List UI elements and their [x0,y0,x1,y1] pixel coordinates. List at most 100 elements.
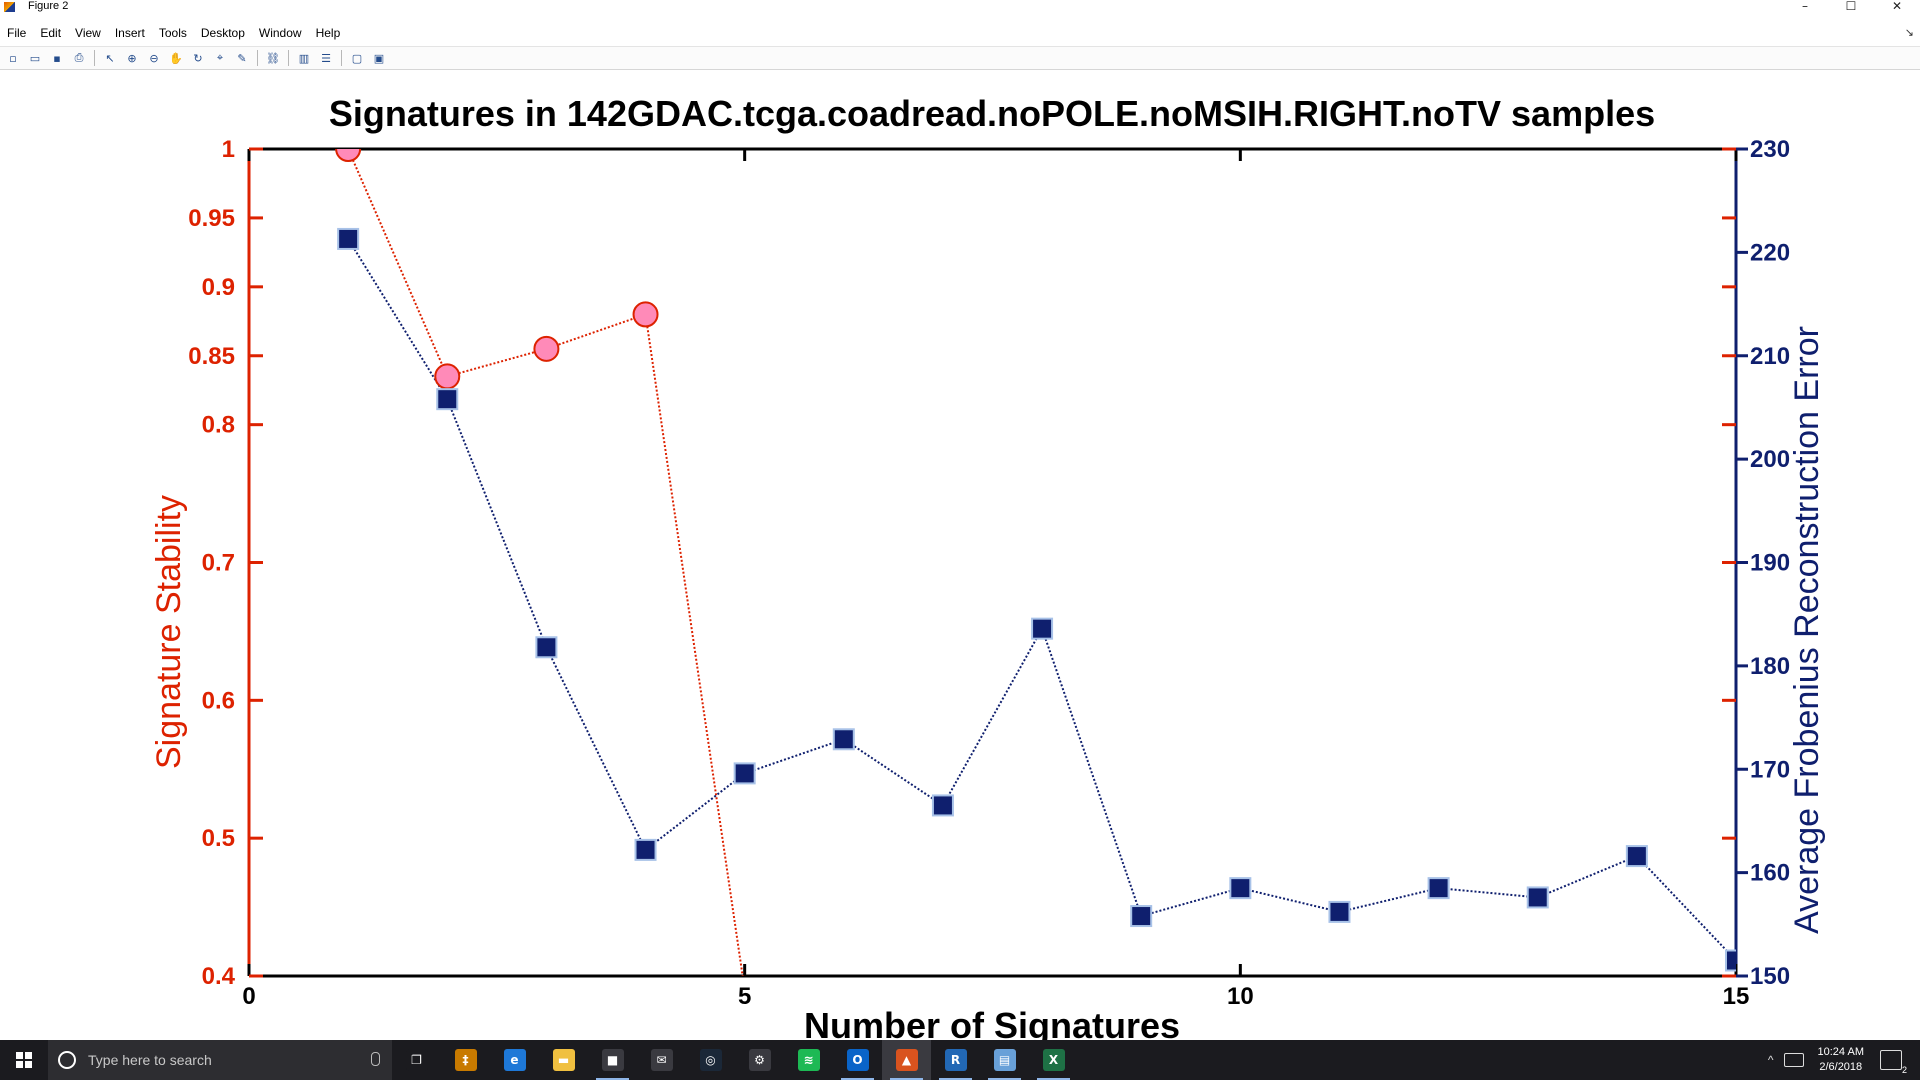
menu-window[interactable]: Window [258,26,302,40]
y-left-tick-label: 0.95 [188,205,235,232]
taskbar-file-explorer-button[interactable]: ▬ [539,1040,588,1080]
steam-icon: ◎ [699,1049,722,1071]
colorbar-icon[interactable]: ▥ [298,51,310,65]
toolbar-separator [257,50,258,66]
error-point [1526,886,1549,909]
taskbar-gradle-app-button[interactable]: ‡ [441,1040,490,1080]
store-icon: ■ [601,1049,624,1071]
pointer-icon[interactable]: ↖ [105,51,115,65]
menu-edit[interactable]: Edit [40,26,62,40]
y-left-tick-label: 0.4 [202,963,236,990]
data-cursor-icon[interactable]: ⌖ [216,51,224,64]
x-tick-label: 15 [1723,983,1750,1010]
pan-hand-icon[interactable]: ✋ [169,51,183,65]
action-center-icon[interactable]: 2 [1880,1050,1907,1075]
show-plot-tools-icon[interactable]: ▣ [373,51,385,65]
rotate-3d-icon[interactable]: ↻ [193,51,203,65]
menu-file[interactable]: File [7,26,27,40]
matlab-icon: ▲ [895,1049,918,1071]
y-right-tick-label: 170 [1750,756,1790,783]
chart[interactable]: Signatures in 142GDAC.tcga.coadread.noPO… [0,72,1920,1040]
taskbar-search-box[interactable]: Type here to search [48,1040,392,1080]
y-right-tick-label: 200 [1750,446,1790,473]
error-point [1031,617,1054,640]
clock-time: 10:24 AM [1817,1046,1864,1058]
stability-series-line [347,149,744,976]
x-tick-label: 0 [242,983,255,1010]
r-studio-icon: R [944,1049,967,1071]
taskbar-apps: ❐ ‡ e ▬ ■ ✉ ◎ ⚙ ≋ O ▲ R ▤ X [392,1040,1078,1080]
taskbar-r-studio-button[interactable]: R [931,1040,980,1080]
error-point [436,388,459,411]
taskbar-spotify-button[interactable]: ≋ [784,1040,833,1080]
menu-help[interactable]: Help [315,26,341,40]
stability-point [434,363,461,390]
y-left-tick-label: 0.9 [202,274,235,301]
dock-figure-icon[interactable]: ↘ [1904,27,1914,39]
microphone-icon[interactable] [371,1052,380,1066]
y-left-tick-label: 0.85 [188,343,235,370]
taskbar-task-view-button[interactable]: ❐ [392,1040,441,1080]
error-point [337,227,360,250]
zoom-out-icon[interactable]: ⊖ [149,51,159,65]
y-right-tick-label: 220 [1750,239,1790,266]
y-left-tick-label: 0.5 [202,825,235,852]
close-button[interactable]: ✕ [1891,0,1903,13]
save-icon[interactable]: ▪ [53,51,61,65]
task-view-icon: ❐ [405,1049,428,1071]
menu-view[interactable]: View [75,26,101,40]
gradle-app-icon: ‡ [454,1049,477,1071]
hide-plot-tools-icon[interactable]: ▢ [351,51,363,65]
taskbar-outlook-button[interactable]: O [833,1040,882,1080]
taskbar-excel-button[interactable]: X [1029,1040,1078,1080]
taskbar-mail-button[interactable]: ✉ [637,1040,686,1080]
brush-icon[interactable]: ✎ [237,51,247,65]
figure-toolbar: ▫ ▭ ▪ ⎙ ↖ ⊕ ⊖ ✋ ↻ ⌖ ✎ ⛓ ▥ ☰ ▢ ▣ [0,46,1920,70]
figure-canvas: Signatures in 142GDAC.tcga.coadread.noPO… [0,72,1920,1040]
window-title-bar: Figure 2 – ☐ ✕ [0,0,1920,14]
taskbar-settings-button[interactable]: ⚙ [735,1040,784,1080]
minimize-button[interactable]: – [1802,0,1808,13]
y-left-tick-label: 0.6 [202,687,235,714]
error-point [1130,905,1153,928]
x-tick-label: 10 [1227,983,1254,1010]
show-hidden-icons-icon[interactable]: ^ [1767,1053,1774,1067]
network-icon[interactable] [1783,1053,1804,1067]
error-point [931,794,954,817]
window-controls: – ☐ ✕ [1782,0,1920,14]
zoom-in-icon[interactable]: ⊕ [127,51,137,65]
mail-icon: ✉ [650,1049,673,1071]
taskbar-matlab-button[interactable]: ▲ [882,1040,931,1080]
windows-taskbar: Type here to search ❐ ‡ e ▬ ■ ✉ ◎ ⚙ ≋ O ▲ R ▤ X ^ 10:… [0,1040,1920,1080]
search-placeholder: Type here to search [88,1052,212,1068]
menu-desktop[interactable]: Desktop [200,26,245,40]
print-icon[interactable]: ⎙ [74,51,84,64]
new-figure-icon[interactable]: ▫ [9,51,17,65]
maximize-button[interactable]: ☐ [1845,0,1857,13]
legend-icon[interactable]: ☰ [321,51,331,65]
matlab-figure-icon [4,2,15,12]
menu-insert[interactable]: Insert [114,26,145,40]
taskbar-edge-browser-button[interactable]: e [490,1040,539,1080]
series-group [335,149,1736,976]
clock[interactable]: 10:24 AM 2/6/2018 [1818,1045,1864,1075]
start-button[interactable] [0,1040,48,1080]
menu-bar: File Edit View Insert Tools Desktop Wind… [0,24,1920,42]
menu-tools[interactable]: Tools [158,26,187,40]
x-tick-label: 5 [738,983,751,1010]
outlook-icon: O [846,1049,869,1071]
link-plot-icon[interactable]: ⛓ [266,51,280,65]
taskbar-notepad-button[interactable]: ▤ [980,1040,1029,1080]
settings-icon: ⚙ [748,1049,771,1071]
open-file-icon[interactable]: ▭ [29,51,41,65]
y-left-tick-label: 1 [222,136,235,163]
cortana-icon [58,1051,76,1069]
taskbar-steam-button[interactable]: ◎ [686,1040,735,1080]
error-point [1229,877,1252,900]
error-point [832,728,855,751]
taskbar-store-button[interactable]: ■ [588,1040,637,1080]
notification-count: 2 [1901,1065,1907,1075]
error-point [535,636,558,659]
error-point [634,838,657,861]
toolbar-separator [288,50,289,66]
